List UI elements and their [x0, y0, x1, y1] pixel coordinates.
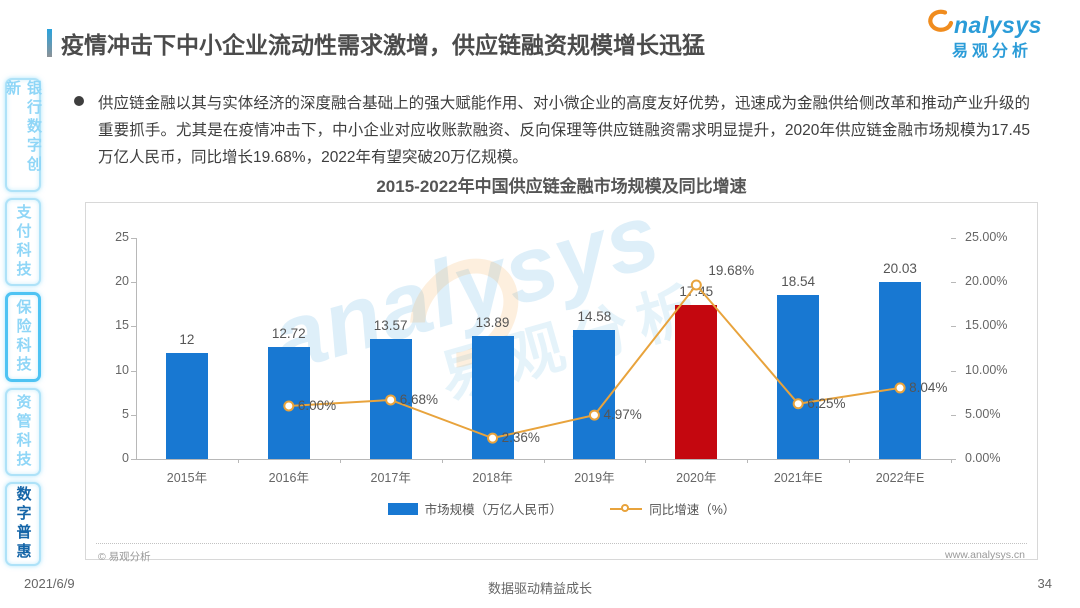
line-value-label: 4.97% [603, 407, 642, 423]
bar-value-label: 12 [179, 331, 195, 347]
y-axis-tick-label: 5 [122, 406, 129, 421]
legend-label: 同比增速（%） [649, 503, 736, 517]
sidebar-tab-4[interactable]: 资管科技 [5, 388, 41, 476]
line-value-label: 6.25% [807, 395, 846, 411]
sidebar-tab-label: 银行数字创新 [4, 80, 42, 175]
y2-axis-tick-label: 0.00% [965, 451, 1001, 465]
panel-website-link[interactable]: www.analysys.cn [945, 549, 1025, 561]
summary-text: 供应链金融以其与实体经济的深度融合基础上的强大赋能作用、对小微企业的高度友好优势… [98, 95, 1030, 166]
x-axis-category-label: 2022年E [875, 471, 925, 485]
x-axis-category-label: 2017年 [370, 471, 411, 485]
panel-copyright: © 易观分析 [98, 551, 151, 563]
y2-axis-tick-label: 20.00% [965, 274, 1008, 289]
x-axis-category-label: 2021年E [773, 471, 823, 485]
y2-axis-tick [951, 459, 956, 460]
panel-divider [96, 543, 1027, 544]
x-axis-category-label: 2019年 [574, 471, 615, 485]
sidebar-tab-1[interactable]: 银行数字创新 [4, 78, 42, 192]
sidebar-tab-label: 资管科技 [14, 394, 32, 470]
sidebar-tab-label: 数字普惠 [14, 486, 32, 562]
line-value-label: 2.36% [501, 430, 540, 446]
footer-slogan: 数据驱动精益成长 [487, 581, 592, 596]
legend-item: 市场规模（万亿人民币） [387, 499, 563, 518]
y-axis-tick-label: 0 [122, 451, 129, 465]
footer-date: 2021/6/9 [24, 576, 75, 591]
bar-value-label: 20.03 [883, 260, 917, 276]
sidebar-tab-label: 支付科技 [14, 204, 32, 280]
sidebar-tab-label: 保险科技 [14, 299, 32, 375]
x-axis-tick [543, 459, 545, 463]
bar [777, 295, 820, 459]
footer-page-number: 34 [1037, 576, 1052, 591]
chart-legend: 市场规模（万亿人民币） 同比增速（%） [86, 499, 1037, 518]
y2-axis-tick-label: 25.00% [965, 230, 1008, 244]
y2-axis-tick [951, 238, 956, 239]
y-axis-tick [131, 370, 136, 372]
x-axis-tick [951, 459, 952, 463]
x-axis-tick [747, 459, 749, 463]
bar-value-label: 13.89 [475, 315, 510, 331]
legend-line-swatch [610, 503, 643, 515]
x-axis-category-label: 2018年 [472, 471, 513, 485]
logo-brand-text: nalysys [954, 12, 1042, 38]
page-title: 疫情冲击下中小企业流动性需求激增，供应链融资规模增长迅猛 [61, 32, 705, 58]
y2-axis-tick [951, 414, 956, 416]
y-axis-tick [131, 282, 136, 284]
y-axis-tick-label: 20 [115, 274, 129, 289]
y2-axis-tick [951, 370, 956, 372]
bar-value-label: 14.58 [577, 309, 612, 325]
y-axis-tick-label: 25 [115, 230, 129, 244]
line-value-label: 19.68% [708, 263, 755, 279]
bar [879, 281, 922, 459]
x-axis-tick [441, 459, 443, 463]
x-axis-tick [339, 459, 341, 463]
legend-label: 市场规模（万亿人民币） [424, 503, 563, 517]
y2-axis-tick [951, 326, 956, 328]
legend-item: 同比增速（%） [610, 499, 735, 518]
x-axis-tick [849, 459, 851, 463]
y-axis-tick-label: 15 [115, 318, 129, 333]
x-axis-tick [237, 459, 239, 463]
x-axis-tick [645, 459, 647, 463]
chart-panel: analysys 易观分析 05101520250.00%5.00%10.00%… [85, 184, 1038, 563]
y2-axis-tick-label: 10.00% [965, 362, 1008, 377]
title-accent-bar [47, 29, 52, 57]
sidebar-tab-5[interactable]: 数字普惠 [5, 482, 41, 566]
x-axis-category-label: 2015年 [166, 471, 208, 485]
bar [573, 330, 616, 459]
bar [165, 352, 208, 459]
y-axis-tick [131, 238, 136, 239]
bar-value-label: 12.72 [271, 325, 306, 341]
bar-value-label: 18.54 [781, 274, 816, 290]
sidebar-tab-3[interactable]: 保险科技 [5, 292, 41, 382]
bullet-icon [74, 96, 84, 106]
legend-bar-swatch [387, 502, 418, 515]
bar-value-label: 17.45 [679, 283, 714, 299]
y-axis-tick-label: 10 [115, 362, 129, 377]
y-axis-line [136, 238, 137, 459]
bar-value-label: 13.57 [373, 318, 408, 334]
y-axis-tick [131, 459, 136, 460]
line-value-label: 6.00% [297, 397, 337, 413]
logo-swoosh-icon [926, 8, 954, 39]
analysys-logo: nalysys 易观分析 [926, 8, 1066, 61]
bar [675, 304, 718, 459]
y2-axis-tick-label: 15.00% [965, 318, 1008, 333]
x-axis-category-label: 2020年 [676, 471, 717, 485]
logo-brand-cn: 易观分析 [952, 43, 1033, 60]
line-value-label: 8.04% [909, 379, 948, 395]
y2-axis-tick-label: 5.00% [965, 406, 1001, 421]
line-value-label: 6.68% [399, 391, 438, 407]
chart-title: 2015-2022年中国供应链金融市场规模及同比增速 [376, 177, 747, 196]
y-axis-tick [131, 326, 136, 328]
y-axis-tick [131, 414, 136, 416]
x-axis-category-label: 2016年 [268, 471, 309, 485]
y2-axis-tick [951, 282, 956, 284]
sidebar-tab-2[interactable]: 支付科技 [5, 198, 41, 286]
summary-block: 供应链金融以其与实体经济的深度融合基础上的强大赋能作用、对小微企业的高度友好优势… [72, 90, 1030, 171]
